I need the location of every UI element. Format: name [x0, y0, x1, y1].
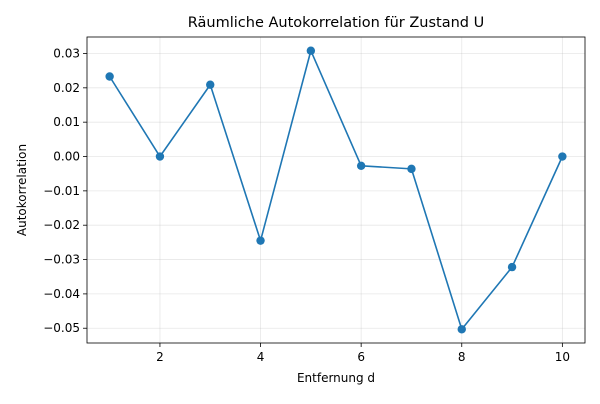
x-tick-label: 4: [257, 350, 265, 364]
x-axis-label: Entfernung d: [297, 371, 375, 385]
x-tick-label: 8: [458, 350, 466, 364]
y-tick-label: 0.02: [53, 81, 80, 95]
y-tick-label: 0.00: [53, 150, 80, 164]
y-axis-label: Autokorrelation: [15, 144, 29, 236]
y-tick-label: −0.05: [43, 321, 80, 335]
grid: [87, 37, 585, 343]
y-tick-label: −0.04: [43, 287, 80, 301]
data-point: [105, 72, 114, 81]
y-tick-label: −0.02: [43, 218, 80, 232]
data-point: [356, 161, 366, 170]
y-tick-label: 0.03: [53, 46, 80, 60]
y-tick-label: −0.01: [43, 184, 80, 198]
data-point: [206, 80, 215, 89]
data-point: [306, 46, 316, 55]
series-layer: [105, 46, 567, 334]
x-tick-label: 10: [555, 350, 570, 364]
y-tick-label: −0.03: [43, 253, 80, 267]
plot-frame: [86, 36, 586, 344]
data-point: [155, 152, 165, 161]
data-point: [256, 236, 265, 245]
x-tick-label: 2: [156, 350, 164, 364]
x-tick-label: 6: [357, 350, 365, 364]
data-point: [407, 164, 416, 174]
y-tick-label: 0.01: [53, 115, 80, 129]
chart-title: Räumliche Autokorrelation für Zustand U: [188, 15, 484, 31]
data-point: [558, 152, 567, 161]
data-point: [457, 325, 466, 334]
x-axis: 2 4 6 8 10: [156, 343, 570, 364]
y-axis: 0.03 0.02 0.01 0.00 −0.01 −0.02 −0.03 −0.04 −0.0…: [43, 46, 87, 335]
data-point: [507, 262, 517, 272]
series-line: [108, 49, 564, 331]
